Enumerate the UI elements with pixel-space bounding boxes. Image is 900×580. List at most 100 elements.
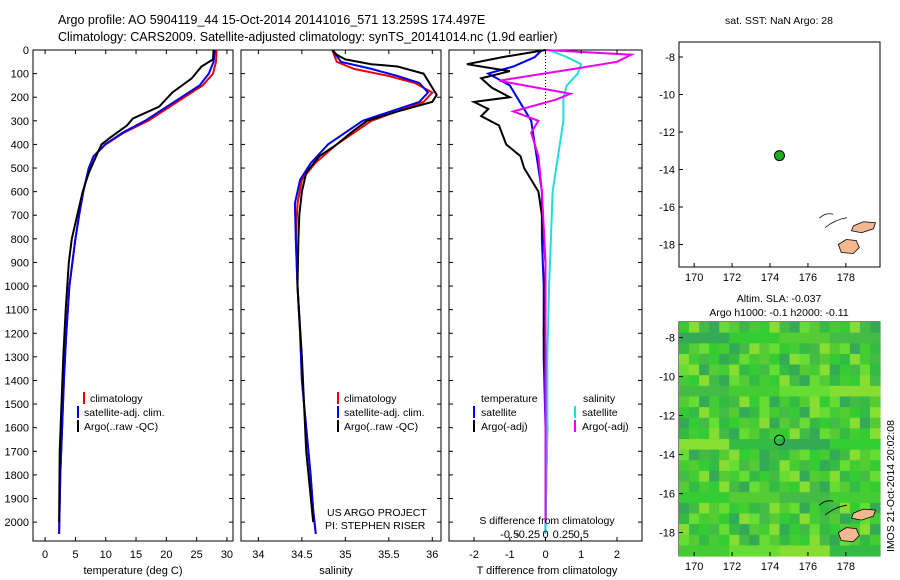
sla-cell (829, 513, 841, 525)
sla-cell (859, 492, 871, 504)
sla-cell (679, 428, 690, 440)
sla-cell (849, 353, 861, 366)
sla-cell (809, 322, 821, 334)
temperature-legend: climatology satellite-adj. clim. Argo(..… (77, 392, 165, 433)
sla-cell (699, 460, 710, 472)
sla-cell (709, 534, 720, 546)
sla-cell (829, 353, 841, 366)
sla-cell (779, 417, 791, 429)
sla-cell (779, 385, 791, 398)
sla-cell (749, 470, 760, 483)
sla-cell (699, 364, 710, 376)
sla-cell (719, 545, 730, 557)
sla-cell (719, 449, 730, 461)
sla-cell (809, 524, 821, 536)
sla-cell (689, 534, 700, 546)
sla-cell (679, 449, 690, 461)
sla-cell (839, 385, 851, 398)
sla-cell (689, 353, 700, 366)
sla-cell (859, 449, 871, 461)
sla-cell (749, 385, 760, 398)
sla-cell (749, 343, 760, 355)
sla-cell (789, 534, 801, 546)
sla-cell (869, 492, 881, 504)
sla-cell (779, 332, 791, 344)
sla-cell (869, 439, 881, 451)
map-y-tick-label: -12 (659, 127, 675, 139)
temperature-x-ticks: 0 5 10 15 20 25 30 (42, 50, 233, 561)
sla-cell (849, 343, 861, 355)
sla-cell (719, 534, 730, 546)
sla-cell (799, 353, 811, 366)
sla-cell (709, 492, 720, 504)
sla-cell (749, 428, 760, 440)
sla-cell (749, 364, 760, 376)
sla-cell (759, 513, 771, 525)
sla-cell (859, 396, 871, 408)
map-x-tick-label: 176 (799, 272, 817, 284)
sla-cell (819, 407, 831, 419)
sla-cell (789, 470, 801, 483)
sla-cell (799, 332, 811, 344)
sla-cell (869, 375, 881, 387)
sla-cell (829, 428, 841, 440)
sla-cell (849, 502, 861, 515)
sla-cell (839, 470, 851, 483)
sla-cell (799, 513, 811, 525)
sla-cell (809, 492, 821, 504)
sla-cell (839, 449, 851, 461)
sla-cell (689, 545, 700, 557)
sla-cell (709, 332, 720, 344)
sla-cell (859, 502, 871, 515)
sla-cell (769, 513, 781, 525)
sla-cell (709, 545, 720, 557)
sla-cell (839, 375, 851, 387)
sla-cell (779, 502, 791, 515)
sla-cell (679, 322, 690, 334)
sla-cell (689, 322, 700, 334)
sla-cell (769, 449, 781, 461)
sla-cell (839, 428, 851, 440)
sla-cell (849, 545, 861, 557)
sla-cell (859, 460, 871, 472)
sla-cell (829, 322, 841, 334)
series-line (498, 49, 636, 523)
sla-cell (769, 534, 781, 546)
x-tick-label: 30 (221, 549, 233, 561)
sla-cell (769, 332, 781, 344)
salinity-legend-argo: Argo(..raw -QC) (344, 421, 418, 433)
series-line (296, 49, 438, 523)
sla-cell (719, 407, 730, 419)
sla-cell (689, 396, 700, 408)
sla-cell (719, 343, 730, 355)
sla-cell (819, 492, 831, 504)
sla-cell (859, 470, 871, 483)
sla-cell (729, 407, 740, 419)
sla-cell (849, 428, 861, 440)
sla-cell (779, 492, 791, 504)
sla-cell (789, 385, 801, 398)
sla-cell (869, 353, 881, 366)
sla-cell (739, 502, 750, 515)
sla-cell (759, 460, 771, 472)
series-line (466, 49, 549, 523)
sla-cell (729, 385, 740, 398)
sla-cell (839, 502, 851, 515)
sla-cell (689, 470, 700, 483)
sla-cell (729, 364, 740, 376)
map-y-tick-label: -18 (659, 528, 675, 540)
sla-cell (819, 332, 831, 344)
sla-cell (849, 449, 861, 461)
sla-cell (729, 460, 740, 472)
sla-cell (839, 513, 851, 525)
sla-cell (709, 470, 720, 483)
sla-cell (849, 385, 861, 398)
sla-cell (819, 502, 831, 515)
sla-cell (859, 353, 871, 366)
sla-cell (809, 353, 821, 366)
sla-cell (709, 513, 720, 525)
sla-cell (719, 332, 730, 344)
sla-cell (689, 481, 700, 493)
sla-cell (839, 417, 851, 429)
sla-cell (789, 407, 801, 419)
